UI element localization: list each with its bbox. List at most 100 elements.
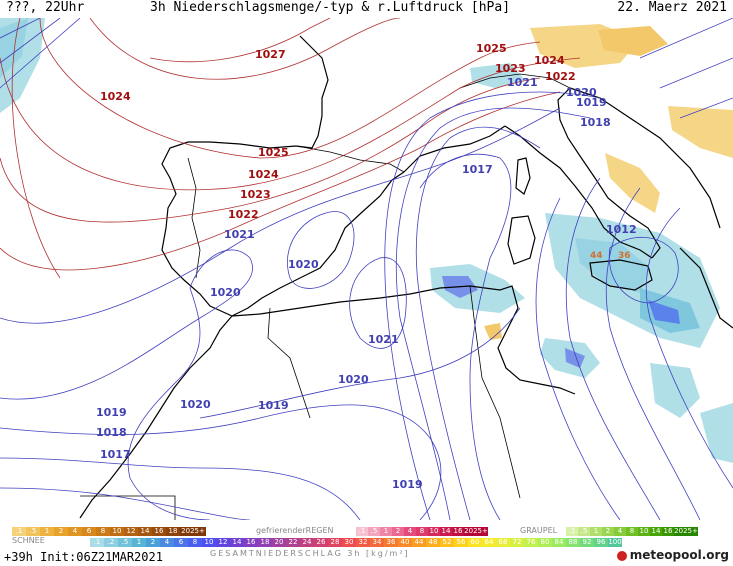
- isobar-1022: [0, 91, 561, 271]
- total-scale-swatch: 64: [482, 538, 496, 547]
- label-1023-a: 1023: [240, 188, 271, 201]
- freezing-scale-swatch: 14: [440, 527, 452, 536]
- snow-scale-swatch: 18: [166, 527, 180, 536]
- precip-area-balkan: [668, 106, 733, 158]
- label-1018-a: 1018: [580, 116, 611, 129]
- init-time-label: +39h Init:06Z21MAR2021: [4, 550, 163, 564]
- snow-scale-swatch: 14: [138, 527, 152, 536]
- label-1027: 1027: [255, 48, 286, 61]
- precip-area-nw-rain: [0, 18, 28, 78]
- label-1017-b: 1017: [100, 448, 131, 461]
- total-scale-swatch: 10: [202, 538, 216, 547]
- snow-scale-swatch: .1: [12, 527, 26, 536]
- precip-area-ionian-heavy: [648, 300, 680, 324]
- total-scale-swatch: 34: [370, 538, 384, 547]
- pressure-labels: 1027 1025 1024 1025 1024 1023 1022 1024 …: [96, 42, 637, 491]
- snow-label: SCHNEE: [12, 536, 45, 545]
- label-1017-a: 1017: [462, 163, 493, 176]
- graupel-label: GRAUPEL: [520, 526, 558, 535]
- freezing-scale-swatch: 10: [428, 527, 440, 536]
- brand-logo[interactable]: meteopool.org: [616, 548, 729, 562]
- border-wsahara: [80, 495, 176, 520]
- label-1022-a: 1022: [228, 208, 259, 221]
- precip-area-sicily-core: [575, 238, 650, 293]
- graupel-scale-swatch: .5: [578, 527, 590, 536]
- isobar-1020-west: [0, 249, 253, 520]
- isobar-1019-med: [396, 107, 591, 520]
- precip-area-east-2: [700, 403, 733, 463]
- brand-dot-icon: [616, 550, 627, 561]
- header-bar: ???, 22Uhr 3h Niederschlagsmenge/-typ & …: [0, 0, 733, 18]
- label-1020-a: 1020: [566, 86, 597, 99]
- total-scale-swatch: 1: [132, 538, 146, 547]
- label-1021-c: 1021: [368, 333, 399, 346]
- freezing-scale-swatch: 2: [392, 527, 404, 536]
- graupel-scale-swatch: 1: [590, 527, 602, 536]
- map-title: 3h Niederschlagsmenge/-typ & r.Luftdruck…: [150, 0, 511, 15]
- border-spain-portugal: [187, 157, 201, 279]
- snow-scale-swatch: 1: [40, 527, 54, 536]
- border-alps: [459, 73, 571, 89]
- isobar-1020-med: [384, 91, 601, 520]
- isobar-lines-ne: [639, 18, 733, 119]
- snow-scale-swatch: 2025+: [180, 527, 206, 536]
- graupel-scale-swatch: 2: [602, 527, 614, 536]
- precip-area-libya-core: [565, 348, 585, 368]
- coast-sardinia: [507, 215, 536, 265]
- label-1019-c: 1019: [96, 406, 127, 419]
- label-1019-a: 1019: [576, 96, 607, 109]
- total-scale-swatch: 36: [384, 538, 398, 547]
- total-scale-swatch: 22: [286, 538, 300, 547]
- total-scale-swatch: 100: [608, 538, 622, 547]
- run-time-label: ???, 22Uhr: [6, 0, 85, 15]
- graupel-scale: .1.5 1 2 4 8 10 14 16 2025+: [566, 527, 698, 536]
- label-precip-44: 44: [590, 251, 603, 261]
- total-scale-swatch: 68: [496, 538, 510, 547]
- coast-iberia-north: [161, 141, 405, 317]
- isobar-1017-med: [419, 153, 512, 520]
- isobar-1018-south: [0, 457, 361, 520]
- label-1019-b: 1019: [258, 399, 289, 412]
- isobar-1024: [0, 57, 581, 191]
- precip-area-adriatic: [605, 153, 660, 213]
- total-scale-swatch: 30: [342, 538, 356, 547]
- isobar-1026: [89, 18, 401, 80]
- total-scale-swatch: 6: [174, 538, 188, 547]
- forecast-map: 1027 1025 1024 1025 1024 1023 1022 1024 …: [0, 18, 733, 520]
- total-scale-swatch: 44: [412, 538, 426, 547]
- isobar-lines-nw: [0, 18, 81, 89]
- label-1022-b: 1022: [545, 70, 576, 83]
- label-1020-c: 1020: [210, 286, 241, 299]
- total-scale-swatch: 80: [538, 538, 552, 547]
- total-scale-swatch: 40: [398, 538, 412, 547]
- graupel-scale-swatch: 8: [626, 527, 638, 536]
- coast-france-west: [295, 35, 329, 149]
- isobar-1020-iberia: [287, 211, 355, 289]
- coast-greece: [679, 247, 733, 329]
- total-scale-swatch: 48: [426, 538, 440, 547]
- snow-scale-swatch: .5: [26, 527, 40, 536]
- label-precip-36: 36: [618, 251, 631, 261]
- total-scale-swatch: 56: [454, 538, 468, 547]
- graupel-scale-swatch: 2025+: [674, 527, 698, 536]
- coast-corsica: [515, 157, 531, 195]
- snow-scale-swatch: 6: [82, 527, 96, 536]
- total-scale-swatch: 8: [188, 538, 202, 547]
- graupel-scale-swatch: 10: [638, 527, 650, 536]
- label-1024-b: 1024: [248, 168, 279, 181]
- label-1020-e: 1020: [180, 398, 211, 411]
- total-scale-swatch: 18: [258, 538, 272, 547]
- total-scale-swatch: 32: [356, 538, 370, 547]
- label-1021-a: 1021: [507, 76, 538, 89]
- graupel-scale-swatch: 4: [614, 527, 626, 536]
- label-1018-b: 1018: [96, 426, 127, 439]
- total-scale-swatch: 76: [524, 538, 538, 547]
- total-scale-swatch: 96: [594, 538, 608, 547]
- snow-scale-swatch: 4: [68, 527, 82, 536]
- snow-scale-swatch: 10: [110, 527, 124, 536]
- freezing-scale-swatch: .5: [368, 527, 380, 536]
- label-1024-c: 1024: [534, 54, 565, 67]
- freezing-rain-scale: .1.5 1 2 4 8 10 14 16 2025+: [356, 527, 488, 536]
- total-scale-swatch: .1: [90, 538, 104, 547]
